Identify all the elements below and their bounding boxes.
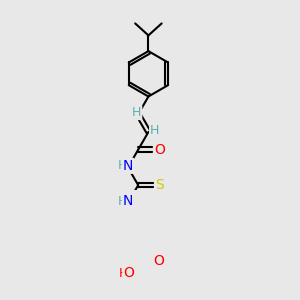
Text: H: H <box>132 106 141 119</box>
Text: H: H <box>119 267 128 280</box>
Text: O: O <box>123 266 134 280</box>
Text: N: N <box>123 159 133 173</box>
Text: H: H <box>118 195 127 208</box>
Text: N: N <box>123 194 133 208</box>
Text: S: S <box>155 178 164 192</box>
Text: O: O <box>154 143 165 157</box>
Text: H: H <box>118 159 127 172</box>
Text: O: O <box>153 254 164 268</box>
Text: H: H <box>150 124 159 137</box>
